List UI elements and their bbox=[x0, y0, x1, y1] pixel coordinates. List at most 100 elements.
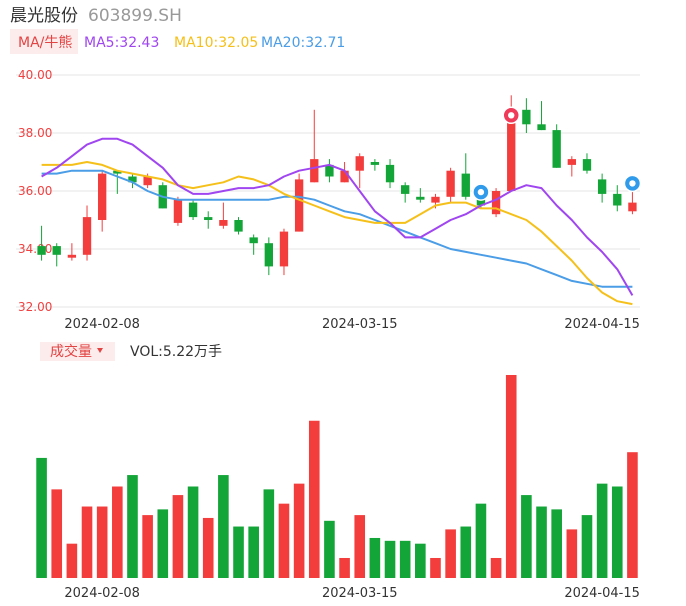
volume-x-tick-label: 2024-02-08 bbox=[64, 586, 140, 601]
candle-body bbox=[370, 162, 380, 165]
candle-body bbox=[522, 109, 531, 125]
volume-bar bbox=[248, 526, 259, 578]
volume-legend-badge[interactable] bbox=[40, 342, 115, 361]
candle-body bbox=[234, 220, 243, 232]
candle-body bbox=[461, 173, 470, 197]
price-x-tick-label: 2024-02-08 bbox=[64, 317, 140, 332]
stock-name: 晨光股份 bbox=[10, 6, 78, 26]
bear-icon-face bbox=[477, 188, 485, 196]
price-y-axis: 40.00 38.00 36.00 34.00 32.00 bbox=[18, 68, 52, 314]
candle-body bbox=[143, 176, 152, 186]
volume-bar bbox=[96, 506, 108, 578]
volume-x-tick-label: 2024-04-15 bbox=[564, 586, 640, 601]
volume-bar bbox=[384, 540, 396, 578]
candle-body bbox=[567, 159, 576, 165]
volume-bar bbox=[566, 529, 578, 578]
price-gridlines bbox=[16, 74, 640, 308]
volume-bar bbox=[445, 529, 456, 578]
candle-body bbox=[385, 164, 395, 183]
candle-body bbox=[52, 246, 61, 255]
volume-x-tick-label: 2024-03-15 bbox=[322, 586, 398, 601]
volume-bar bbox=[81, 506, 93, 578]
volume-bar bbox=[157, 509, 169, 578]
volume-bar bbox=[112, 486, 123, 578]
candle-body bbox=[173, 199, 183, 223]
volume-bar bbox=[339, 557, 350, 578]
candle-body bbox=[188, 202, 198, 218]
candles bbox=[37, 95, 637, 276]
volume-bar bbox=[324, 520, 335, 578]
volume-bar bbox=[415, 543, 426, 578]
price-y-tick-label: 38.00 bbox=[18, 126, 52, 140]
volume-bar bbox=[611, 486, 623, 578]
candle-body bbox=[552, 130, 561, 168]
volume-bar bbox=[36, 457, 47, 578]
volume-bar bbox=[218, 475, 229, 578]
volume-bar bbox=[142, 515, 153, 578]
volume-bar bbox=[399, 540, 411, 578]
candle-body bbox=[416, 196, 425, 200]
volume-bar bbox=[187, 486, 199, 578]
volume-bar bbox=[66, 543, 78, 578]
volume-bar bbox=[521, 495, 532, 578]
candle-body bbox=[294, 179, 304, 232]
bull-icon-face bbox=[508, 112, 515, 119]
candle-body bbox=[128, 176, 137, 183]
candle-body bbox=[582, 159, 592, 171]
candle-body bbox=[310, 159, 319, 183]
candle-body bbox=[37, 246, 46, 255]
volume-bar bbox=[278, 503, 290, 578]
candle-body bbox=[431, 196, 440, 203]
candle-body bbox=[401, 185, 410, 194]
ma-legend-badge[interactable] bbox=[10, 29, 78, 54]
volume-bar bbox=[369, 537, 381, 578]
candle-body bbox=[491, 191, 501, 215]
signal-markers bbox=[472, 106, 642, 201]
candle-body bbox=[325, 164, 334, 177]
volume-bar bbox=[581, 515, 593, 578]
volume-bar bbox=[505, 375, 517, 578]
chevron-down-icon[interactable] bbox=[97, 348, 103, 353]
candle-body bbox=[264, 243, 273, 267]
volume-bar bbox=[51, 489, 63, 578]
candle-body bbox=[537, 124, 546, 131]
volume-bar bbox=[596, 483, 608, 578]
bear-icon-face bbox=[629, 180, 636, 187]
ma20-line bbox=[41, 169, 633, 288]
volume-legend-label[interactable]: 成交量 bbox=[50, 343, 92, 360]
ma10-line bbox=[41, 161, 633, 306]
candle-body bbox=[113, 170, 122, 174]
volume-bar bbox=[127, 475, 138, 578]
volume-bar bbox=[354, 515, 366, 578]
volume-bar bbox=[551, 509, 562, 578]
volume-bar bbox=[308, 420, 320, 578]
candle-body bbox=[279, 231, 289, 267]
price-x-tick-label: 2024-04-15 bbox=[564, 317, 640, 332]
price-y-tick-label: 34.00 bbox=[18, 242, 52, 256]
price-y-tick-label: 32.00 bbox=[18, 300, 52, 314]
candle-body bbox=[82, 217, 92, 255]
candle-body bbox=[597, 179, 607, 194]
candle-body bbox=[249, 237, 258, 244]
volume-value: VOL:5.22万手 bbox=[130, 344, 222, 360]
price-x-axis: 2024-02-08 2024-03-15 2024-04-15 bbox=[64, 317, 640, 332]
candle-body bbox=[355, 156, 364, 171]
candle-body bbox=[219, 220, 228, 226]
ma5-line bbox=[41, 137, 634, 296]
volume-bar bbox=[202, 517, 214, 578]
candle-body bbox=[507, 109, 516, 191]
ma5-legend: MA5:32.43 bbox=[84, 35, 159, 51]
ma-legend-label[interactable]: MA/牛熊 bbox=[18, 35, 72, 51]
volume-bar bbox=[490, 557, 502, 578]
candle-body bbox=[204, 217, 213, 220]
volume-bar bbox=[627, 452, 638, 578]
candle-body bbox=[628, 202, 637, 212]
volume-bar bbox=[233, 526, 244, 578]
candle-body bbox=[98, 173, 107, 220]
price-x-tick-label: 2024-03-15 bbox=[322, 317, 398, 332]
stock-code: 603899.SH bbox=[88, 6, 182, 26]
volume-bar bbox=[293, 483, 305, 578]
moving-average-lines bbox=[41, 137, 634, 306]
